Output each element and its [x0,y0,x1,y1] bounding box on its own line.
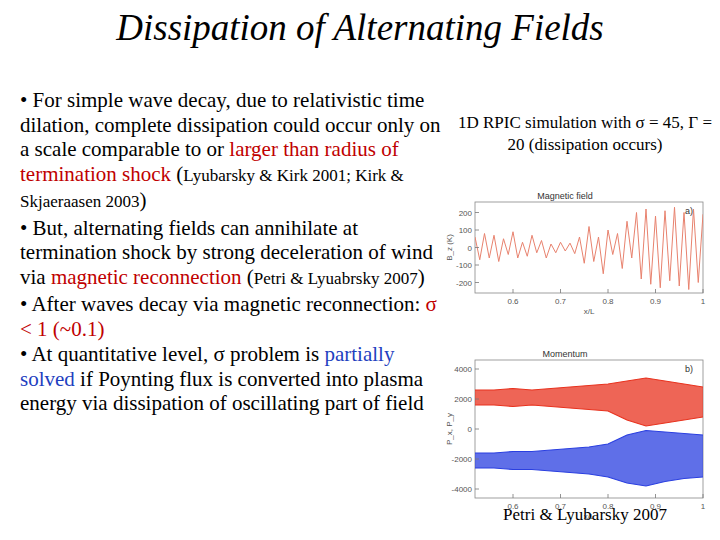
field-line [475,207,703,289]
plot-frame [475,360,703,498]
x-tick [655,494,656,498]
citation: Petri & Lyuabrsky 2007 [254,269,418,288]
y-tick-label: -4000 [452,485,473,494]
x-tick [703,494,704,498]
y-tick [475,212,479,213]
x-tick-label: 1 [701,297,706,306]
y-tick [475,399,479,400]
y-tick-label: -200 [456,279,473,288]
bullet-text: magnetic reconnection [51,265,242,289]
momentum-band [475,431,703,487]
y-tick [475,282,479,283]
figure-credit: Petri & Lyubarsky 2007 [455,505,715,525]
bullet-text: ( [171,162,183,186]
x-tick [608,494,609,498]
x-tick [703,289,704,293]
y-tick [475,247,479,248]
data-group [475,207,703,289]
bullet: • For simple wave decay, due to relativi… [20,88,445,215]
y-tick-label: 2000 [454,395,472,404]
x-tick [513,289,514,293]
x-tick [513,494,514,498]
bullet-text: • After waves decay via magnetic reconne… [20,292,426,316]
bullet-text: if Poynting flux is converted into plasm… [20,367,424,416]
figure-caption: 1D RPIC simulation with σ = 45, Γ = 20 (… [455,112,715,156]
band-edge [475,378,703,390]
bullet: • But, alternating fields can annihilate… [20,216,445,292]
slide-title: Dissipation of Alternating Fields [0,6,720,49]
y-tick-label: -2000 [452,455,473,464]
x-tick [608,289,609,293]
band-edge [475,431,703,454]
y-tick-label: 4000 [454,365,472,374]
y-tick [475,459,479,460]
bullet: • At quantitative level, σ problem is pa… [20,342,445,416]
bullet-list: • For simple wave decay, due to relativi… [20,88,445,417]
y-axis-label: B_z (K) [445,234,454,261]
bullet-text: ( [242,265,254,289]
panel-annotation: b) [685,364,693,374]
x-tick-label: 0.8 [602,297,614,306]
x-tick-label: 0.7 [555,297,567,306]
bullet: • After waves decay via magnetic reconne… [20,292,445,341]
y-tick [475,265,479,266]
y-tick [475,369,479,370]
y-tick-label: 200 [459,209,473,218]
figure: 200 100 0 -100 -200 0.6 0.7 0.8 0.9 1 Magnetic fie… [0,0,720,540]
x-axis-label: x/L [584,307,595,316]
panel: 200 100 0 -100 -200 0.6 0.7 0.8 0.9 1 Magnetic fie… [445,191,706,316]
band-edge [475,468,703,486]
y-tick [475,489,479,490]
bullet-text: • At quantitative level, σ problem is [20,342,324,366]
y-tick-label: 0 [468,425,473,434]
x-tick [655,289,656,293]
y-tick [475,230,479,231]
bullet-text: ) [139,188,146,212]
panel-title: Momentum [542,349,587,359]
y-tick-label: 0 [468,244,473,253]
x-tick-label: 0.6 [507,297,519,306]
band-edge [475,405,703,426]
x-tick [560,494,561,498]
y-axis-label: P_x, P_y [445,413,454,445]
x-tick-label: 0.9 [650,297,662,306]
y-tick [475,429,479,430]
panel-annotation: a) [685,206,693,216]
plot-frame [475,202,703,293]
momentum-band [475,378,703,426]
panel: 400020000-2000-40000.60.70.80.91Momentum… [445,349,706,521]
x-tick-label: 1 [701,502,706,511]
panel-title: Magnetic field [537,191,593,201]
y-tick-label: 100 [459,226,473,235]
bullet-text: ) [418,265,425,289]
y-tick-label: -100 [456,261,473,270]
data-group [475,378,703,486]
x-tick [560,289,561,293]
